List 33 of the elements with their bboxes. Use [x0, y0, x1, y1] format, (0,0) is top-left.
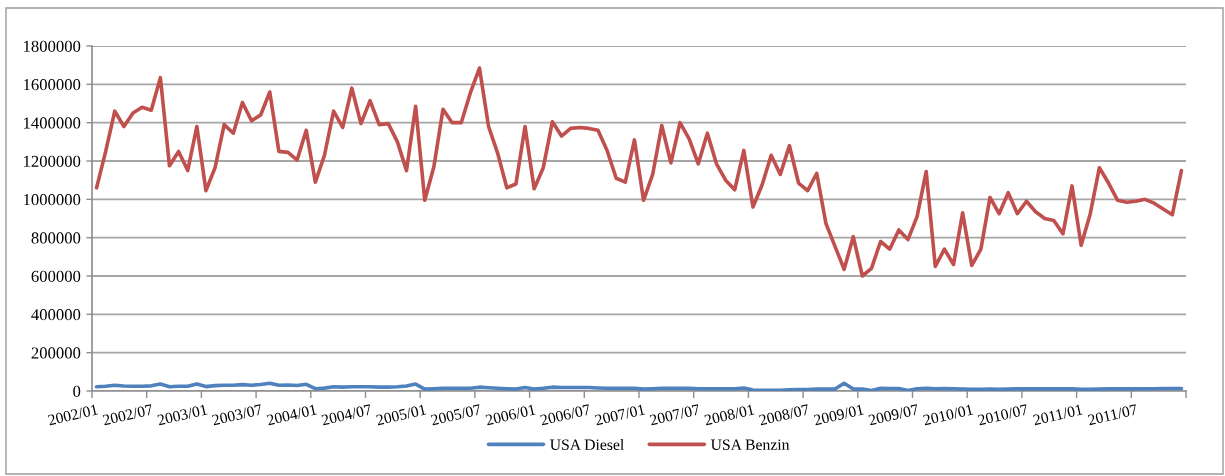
x-tick-label: 2011/01 — [1032, 404, 1083, 426]
x-tick-label: 2010/01 — [922, 404, 974, 426]
x-tick-label: 2007/01 — [594, 404, 646, 426]
x-tick-label: 2010/07 — [977, 404, 1029, 426]
x-tick-label: 2003/07 — [211, 404, 263, 426]
x-tick-label: 2005/07 — [430, 404, 482, 426]
x-tick-label: 2011/07 — [1087, 404, 1138, 426]
line-series — [94, 66, 1184, 278]
x-tick-label: 2009/07 — [868, 404, 920, 426]
x-tick-label: 2007/07 — [649, 404, 701, 426]
x-tick-label: 2008/01 — [704, 404, 755, 426]
legend-label: USA Benzin — [710, 439, 790, 450]
legend-label: USA Diesel — [550, 438, 624, 450]
y-tick-label: 800000 — [31, 232, 81, 244]
y-tick-label: 0 — [73, 385, 81, 397]
x-tick-label: 2004/07 — [321, 404, 373, 426]
x-tick-label: 2006/01 — [485, 404, 536, 426]
y-tick-label: 1200000 — [24, 155, 81, 167]
x-tick-label: 2006/07 — [539, 404, 591, 426]
x-tick-label: 2004/01 — [266, 404, 317, 426]
y-tick-label: 200000 — [31, 347, 81, 359]
y-tick-label: 1800000 — [24, 40, 81, 52]
y-tick-label: 600000 — [31, 270, 81, 282]
y-tick-label: 1400000 — [24, 117, 81, 129]
y-tick-label: 400000 — [31, 309, 81, 321]
x-tick-label: 2002/01 — [47, 404, 99, 426]
y-tick-label: 1600000 — [24, 79, 81, 91]
x-tick-label: 2002/07 — [102, 404, 154, 426]
y-tick-label: 1000000 — [24, 194, 81, 206]
x-tick-label: 2003/01 — [157, 404, 208, 426]
x-tick-label: 2009/01 — [813, 404, 864, 426]
x-tick-label: 2005/01 — [375, 404, 427, 426]
x-tick-label: 2008/07 — [758, 404, 810, 426]
